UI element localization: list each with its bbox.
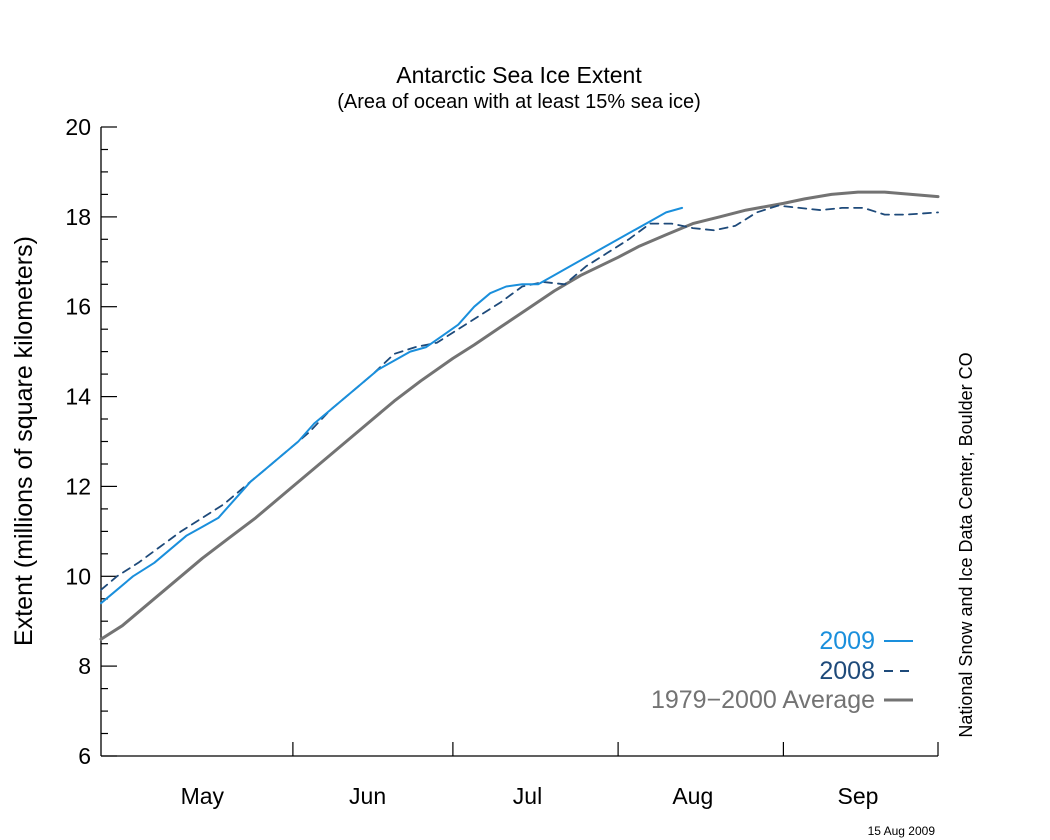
legend-label-2008: 2008 [819, 657, 875, 685]
y-tick-label: 14 [65, 384, 91, 410]
series-line-2008 [100, 204, 939, 591]
y-tick-label: 16 [65, 294, 91, 320]
y-tick-label: 18 [65, 204, 91, 230]
legend-label-2009: 2009 [819, 627, 875, 655]
y-tick-label: 20 [65, 114, 91, 140]
series-line-average [99, 190, 940, 641]
legend: 2009 2008 1979−2000 Average [651, 627, 913, 714]
date-stamp: 15 Aug 2009 [868, 824, 936, 838]
x-month-label: Sep [838, 783, 879, 809]
y-tick-label: 10 [65, 563, 91, 589]
y-ticks: 6 8 10 12 14 16 18 20 [65, 114, 117, 769]
x-month-label: Jul [513, 783, 542, 809]
y-axis-label: Extent (millions of square kilometers) [10, 236, 38, 646]
y-tick-label: 6 [78, 743, 91, 769]
y-tick-label: 8 [78, 653, 91, 679]
chart-title: Antarctic Sea Ice Extent [396, 62, 642, 88]
credit-text: National Snow and Ice Data Center, Bould… [956, 352, 976, 737]
legend-label-average: 1979−2000 Average [651, 686, 875, 714]
x-month-label: Aug [672, 783, 713, 809]
x-month-label: May [181, 783, 225, 809]
series-line-2009 [100, 206, 684, 605]
y-tick-label: 12 [65, 473, 91, 499]
axes [100, 127, 938, 757]
x-ticks: May Jun Jul Aug Sep [181, 742, 939, 809]
chart-subtitle: (Area of ocean with at least 15% sea ice… [337, 91, 701, 113]
series-layer [99, 190, 940, 641]
x-month-label: Jun [349, 783, 386, 809]
